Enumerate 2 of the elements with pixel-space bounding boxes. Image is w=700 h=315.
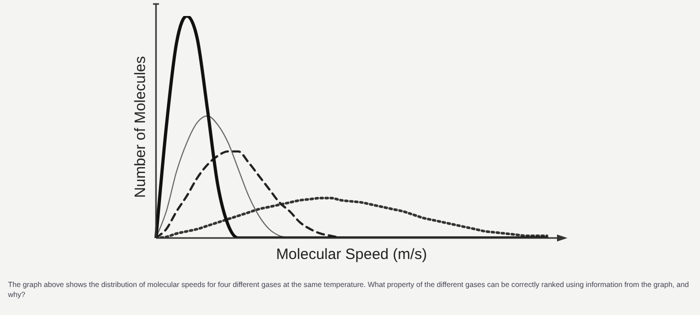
x-axis-title: Molecular Speed (m/s) [276,246,427,264]
y-axis-title: Number of Molecules [132,56,150,198]
